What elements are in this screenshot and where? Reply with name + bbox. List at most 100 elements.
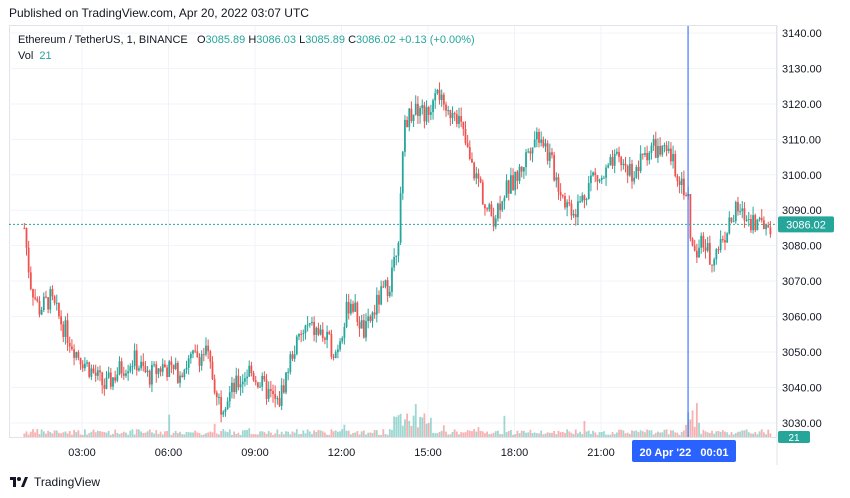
candle-body xyxy=(189,353,192,359)
candle-body xyxy=(198,357,201,366)
volume-bar xyxy=(79,434,82,437)
symbol-name[interactable]: Ethereum / TetherUS, 1, BINANCE xyxy=(18,34,188,46)
candle-body xyxy=(445,104,447,111)
candle-body xyxy=(129,366,132,372)
volume-bar xyxy=(34,432,37,437)
candle-body xyxy=(568,202,571,204)
volume-bar xyxy=(494,431,497,437)
candle-body xyxy=(96,370,99,376)
candle-body xyxy=(609,157,612,166)
candle-body xyxy=(83,363,86,369)
volume-bar xyxy=(393,416,396,437)
tradingview-logo-icon[interactable] xyxy=(9,475,29,489)
candle-body xyxy=(263,375,266,380)
volume-bar xyxy=(347,430,350,437)
volume-bar xyxy=(427,422,430,437)
candle-body xyxy=(276,398,279,400)
candle-body xyxy=(451,113,454,119)
candle-body xyxy=(194,350,197,352)
volume-bar xyxy=(107,430,110,437)
volume-bar xyxy=(218,434,220,437)
volume-bar xyxy=(535,433,538,437)
volume-bar xyxy=(689,419,692,437)
footer-brand[interactable]: TradingView xyxy=(34,475,101,489)
volume-bar xyxy=(471,431,473,437)
volume-bar xyxy=(414,404,417,437)
volume-bar xyxy=(289,434,292,437)
volume-bar xyxy=(174,430,177,437)
candle-body xyxy=(628,163,631,176)
candle-body xyxy=(183,369,186,377)
candle-body xyxy=(86,362,88,364)
volume-bar xyxy=(86,434,88,437)
volume-bar xyxy=(51,433,54,437)
price-tick-label: 3090.00 xyxy=(782,205,822,217)
candle-body xyxy=(349,303,352,314)
candle-body xyxy=(168,361,171,378)
candle-body xyxy=(704,247,707,251)
candle-body xyxy=(330,333,333,357)
volume-bar xyxy=(23,433,26,437)
candle-body xyxy=(196,351,199,358)
candle-body xyxy=(492,216,495,227)
volume-bar xyxy=(371,432,374,437)
volume-legend-value: 21 xyxy=(39,50,52,62)
volume-bar xyxy=(241,430,244,437)
volume-bar xyxy=(336,431,339,437)
candle-body xyxy=(732,221,735,223)
candle-body xyxy=(559,191,562,196)
volume-bar xyxy=(185,431,188,437)
candle-body xyxy=(706,243,709,251)
volume-bar xyxy=(256,434,259,437)
volume-bar xyxy=(639,430,642,437)
volume-bar xyxy=(224,431,227,437)
volume-bar xyxy=(693,426,696,437)
candle-body xyxy=(157,368,160,375)
volume-bar xyxy=(602,431,605,437)
volume-bar xyxy=(516,430,519,437)
volume-bar xyxy=(557,430,560,437)
candle-body xyxy=(393,256,396,268)
candle-body xyxy=(566,202,569,208)
volume-bar xyxy=(410,426,413,437)
volume-bar xyxy=(564,432,566,437)
volume-bar xyxy=(358,434,361,437)
candle-body xyxy=(419,108,421,116)
volume-bar xyxy=(354,432,357,437)
volume-bar xyxy=(285,431,287,437)
volume-bar xyxy=(429,417,432,437)
volume-bar xyxy=(36,429,39,437)
candle-body xyxy=(135,350,138,371)
volume-bar xyxy=(172,432,175,437)
volume-bar xyxy=(767,429,770,437)
volume-bar xyxy=(40,429,43,437)
candle-body xyxy=(49,289,52,310)
candle-body xyxy=(360,320,363,329)
candle-body xyxy=(432,100,434,113)
candle-body xyxy=(577,201,579,218)
candle-body xyxy=(282,385,285,393)
volume-bar xyxy=(492,432,495,437)
candle-body xyxy=(505,180,508,198)
volume-bar xyxy=(464,432,467,437)
volume-bar xyxy=(548,432,551,437)
volume-bar xyxy=(144,432,147,437)
volume-bar xyxy=(304,433,307,437)
candle-body xyxy=(235,375,238,392)
volume-bar xyxy=(280,431,283,437)
volume-bar xyxy=(228,429,231,437)
candle-body xyxy=(68,342,71,347)
candle-body xyxy=(548,152,551,161)
volume-bar xyxy=(306,429,309,437)
volume-bar xyxy=(77,430,80,437)
price-axis[interactable]: 3030.00 3040.00 3050.00 3060.00 3070.00 3080.… xyxy=(782,28,822,430)
volume-bar xyxy=(473,429,476,437)
candle-body xyxy=(319,329,322,335)
volume-bar xyxy=(254,434,257,437)
volume-bar xyxy=(706,432,709,437)
volume-bar xyxy=(458,434,460,437)
candle-body xyxy=(107,372,110,378)
candle-body xyxy=(259,386,261,388)
